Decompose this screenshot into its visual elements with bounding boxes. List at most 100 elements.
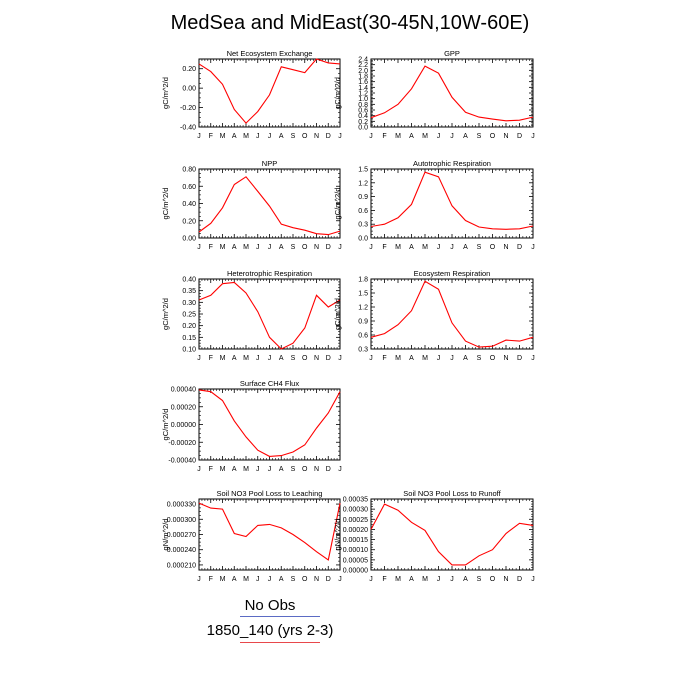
x-tick-label: N — [314, 355, 319, 362]
x-tick-label: F — [209, 576, 213, 583]
y-axis-label: gN/m^2/d — [161, 519, 170, 551]
x-tick-label: M — [395, 576, 401, 583]
x-tick-label: J — [531, 355, 535, 362]
x-tick-label: O — [302, 355, 308, 362]
x-tick-label: J — [369, 244, 373, 251]
x-tick-label: J — [450, 576, 454, 583]
x-tick-label: D — [326, 466, 331, 473]
series-line — [198, 281, 341, 350]
plot-frame — [370, 278, 534, 350]
y-tick-label: 0.9 — [358, 319, 368, 326]
y-tick-label: 0.000300 — [167, 517, 196, 524]
x-tick-label: S — [291, 576, 296, 583]
chart-panel-3: Autotrophic Respiration gC/m^2/d J F M A M J J A S… — [333, 159, 535, 251]
y-tick-label: 0.60 — [182, 184, 196, 191]
x-tick-label: M — [395, 133, 401, 140]
x-tick-label: J — [437, 244, 441, 251]
y-tick-label: 0.20 — [182, 66, 196, 73]
x-tick-label: A — [232, 355, 237, 362]
series-line — [198, 389, 341, 457]
y-tick-label: 0.00005 — [343, 557, 368, 564]
y-tick-label: 2.4 — [358, 57, 368, 64]
y-tick-label: -0.00040 — [168, 458, 196, 465]
y-tick-label: 0.40 — [182, 201, 196, 208]
y-tick-label: 0.6 — [358, 108, 368, 115]
y-tick-label: 0.00025 — [343, 517, 368, 524]
x-tick-label: J — [268, 355, 272, 362]
x-tick-label: M — [243, 466, 249, 473]
x-tick-label: M — [395, 244, 401, 251]
y-tick-label: 2.0 — [358, 68, 368, 75]
x-tick-label: S — [291, 355, 296, 362]
x-tick-label: J — [338, 466, 342, 473]
x-tick-label: A — [232, 466, 237, 473]
x-tick-label: J — [369, 576, 373, 583]
y-tick-label: 0.00 — [182, 236, 196, 243]
x-tick-label: N — [314, 133, 319, 140]
x-tick-label: A — [232, 576, 237, 583]
y-tick-label: 0.20 — [182, 323, 196, 330]
x-tick-label: A — [409, 133, 414, 140]
y-tick-label: 0.30 — [182, 300, 196, 307]
y-tick-label: -0.20 — [180, 105, 196, 112]
x-tick-label: J — [450, 244, 454, 251]
x-tick-label: M — [422, 576, 428, 583]
chart-panel-5: Ecosystem Respiration gC/m^2/d J F M A M J J A S O N… — [333, 269, 535, 362]
chart-title: Soil NO3 Pool Loss to Leaching — [217, 489, 323, 498]
series-line — [370, 280, 534, 348]
chart-panel-7: Soil NO3 Pool Loss to Leaching gN/m^2/d J F… — [161, 489, 342, 583]
x-tick-label: A — [463, 133, 468, 140]
y-tick-label: 0.9 — [358, 194, 368, 201]
x-tick-label: N — [314, 244, 319, 251]
x-tick-label: S — [477, 355, 482, 362]
legend-rule-run — [240, 642, 320, 643]
x-tick-label: J — [256, 466, 260, 473]
x-tick-label: J — [197, 133, 201, 140]
y-tick-label: 0.6 — [358, 333, 368, 340]
x-tick-label: M — [220, 355, 226, 362]
plot-frame — [370, 168, 534, 239]
x-tick-label: J — [197, 466, 201, 473]
x-tick-label: A — [279, 244, 284, 251]
x-tick-label: O — [490, 244, 496, 251]
y-tick-label: 0.00040 — [171, 387, 196, 394]
y-tick-label: 0.3 — [358, 347, 368, 354]
x-tick-label: M — [243, 133, 249, 140]
x-tick-label: J — [531, 133, 535, 140]
y-tick-label: 0.8 — [358, 102, 368, 109]
x-tick-label: M — [220, 133, 226, 140]
y-tick-label: 0.00030 — [343, 507, 368, 514]
chart-title: Ecosystem Respiration — [414, 269, 491, 278]
x-tick-label: N — [503, 355, 508, 362]
x-tick-label: J — [531, 244, 535, 251]
x-tick-label: F — [209, 244, 213, 251]
legend-rule-no-obs — [240, 616, 320, 617]
y-tick-label: 1.2 — [358, 91, 368, 98]
y-tick-label: 0.00015 — [343, 537, 368, 544]
x-tick-label: J — [369, 355, 373, 362]
x-tick-label: S — [291, 466, 296, 473]
x-tick-label: J — [450, 355, 454, 362]
x-tick-label: D — [326, 133, 331, 140]
y-axis-label: gC/m^2/d — [161, 409, 170, 441]
x-tick-label: F — [209, 466, 213, 473]
x-tick-label: M — [395, 355, 401, 362]
y-tick-label: 1.8 — [358, 277, 368, 284]
y-axis-label: gC/m^2/d — [161, 298, 170, 330]
x-tick-label: M — [220, 576, 226, 583]
y-tick-label: 1.5 — [358, 167, 368, 174]
chart-title: NPP — [262, 159, 277, 168]
x-tick-label: S — [291, 133, 296, 140]
y-axis-label: gC/m^2/d — [161, 77, 170, 109]
y-tick-label: 0.00 — [182, 86, 196, 93]
x-tick-label: J — [256, 244, 260, 251]
y-tick-label: -0.40 — [180, 125, 196, 132]
y-tick-label: 0.35 — [182, 288, 196, 295]
x-tick-label: J — [268, 133, 272, 140]
x-tick-label: O — [490, 133, 496, 140]
x-tick-label: S — [477, 244, 482, 251]
plot-frame — [198, 498, 341, 571]
x-tick-label: M — [243, 576, 249, 583]
y-tick-label: 0.000330 — [167, 502, 196, 509]
